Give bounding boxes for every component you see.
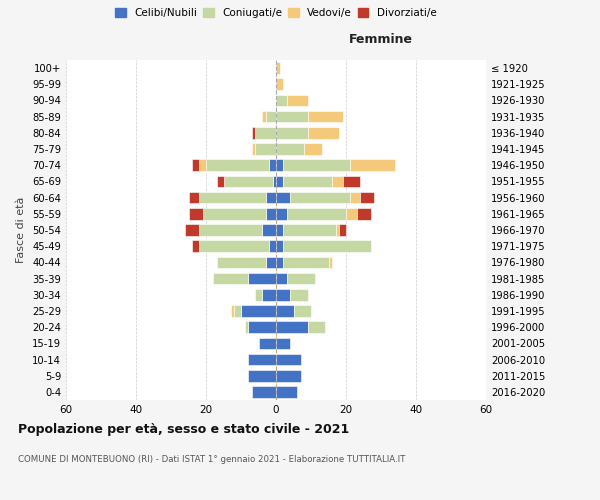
Bar [339, 224, 346, 236]
Bar [248, 354, 276, 366]
Bar [276, 62, 280, 74]
Bar [192, 240, 199, 252]
Bar [234, 305, 241, 317]
Text: COMUNE DI MONTEBUONO (RI) - Dati ISTAT 1° gennaio 2021 - Elaborazione TUTTITALIA: COMUNE DI MONTEBUONO (RI) - Dati ISTAT 1… [18, 455, 406, 464]
Bar [360, 192, 374, 203]
Bar [276, 370, 301, 382]
Bar [308, 111, 343, 122]
Bar [329, 256, 332, 268]
Bar [283, 256, 329, 268]
Bar [276, 78, 283, 90]
Bar [276, 256, 283, 268]
Text: Popolazione per età, sesso e stato civile - 2021: Popolazione per età, sesso e stato civil… [18, 422, 349, 436]
Bar [206, 160, 269, 171]
Y-axis label: Fasce di età: Fasce di età [16, 197, 26, 263]
Bar [188, 192, 199, 203]
Bar [276, 305, 293, 317]
Bar [276, 354, 301, 366]
Legend: Celibi/Nubili, Coniugati/e, Vedovi/e, Divorziati/e: Celibi/Nubili, Coniugati/e, Vedovi/e, Di… [112, 5, 440, 21]
Bar [265, 256, 276, 268]
Bar [276, 160, 283, 171]
Bar [283, 224, 335, 236]
Bar [265, 111, 276, 122]
Bar [276, 224, 283, 236]
Bar [290, 192, 349, 203]
Bar [262, 224, 276, 236]
Bar [192, 160, 199, 171]
Bar [248, 370, 276, 382]
Bar [276, 338, 290, 349]
Bar [276, 386, 297, 398]
Bar [276, 272, 287, 284]
Bar [259, 338, 276, 349]
Bar [349, 192, 360, 203]
Bar [217, 176, 223, 188]
Bar [265, 208, 276, 220]
Bar [293, 305, 311, 317]
Bar [251, 127, 255, 138]
Bar [199, 160, 206, 171]
Bar [185, 224, 199, 236]
Bar [272, 176, 276, 188]
Bar [276, 127, 308, 138]
Bar [251, 386, 276, 398]
Bar [356, 208, 371, 220]
Bar [290, 289, 308, 300]
Text: Femmine: Femmine [349, 34, 413, 46]
Bar [269, 160, 276, 171]
Bar [276, 192, 290, 203]
Bar [255, 289, 262, 300]
Bar [230, 305, 234, 317]
Bar [349, 160, 395, 171]
Bar [223, 176, 272, 188]
Bar [241, 305, 276, 317]
Bar [213, 272, 248, 284]
Bar [199, 224, 262, 236]
Bar [346, 208, 356, 220]
Bar [203, 208, 265, 220]
Bar [283, 160, 349, 171]
Bar [262, 289, 276, 300]
Bar [255, 143, 276, 155]
Bar [265, 192, 276, 203]
Bar [283, 176, 332, 188]
Bar [269, 240, 276, 252]
Bar [217, 256, 265, 268]
Bar [276, 289, 290, 300]
Bar [287, 94, 308, 106]
Bar [335, 224, 339, 236]
Bar [255, 127, 276, 138]
Bar [199, 240, 269, 252]
Bar [199, 192, 265, 203]
Bar [343, 176, 360, 188]
Bar [308, 127, 339, 138]
Bar [283, 240, 371, 252]
Bar [332, 176, 343, 188]
Bar [287, 208, 346, 220]
Bar [188, 208, 203, 220]
Bar [251, 143, 255, 155]
Bar [276, 143, 304, 155]
Bar [276, 208, 287, 220]
Bar [304, 143, 322, 155]
Bar [276, 111, 308, 122]
Bar [308, 322, 325, 333]
Bar [245, 322, 248, 333]
Bar [287, 272, 314, 284]
Bar [276, 94, 287, 106]
Bar [276, 176, 283, 188]
Bar [276, 240, 283, 252]
Bar [248, 322, 276, 333]
Bar [276, 322, 308, 333]
Bar [262, 111, 265, 122]
Bar [248, 272, 276, 284]
